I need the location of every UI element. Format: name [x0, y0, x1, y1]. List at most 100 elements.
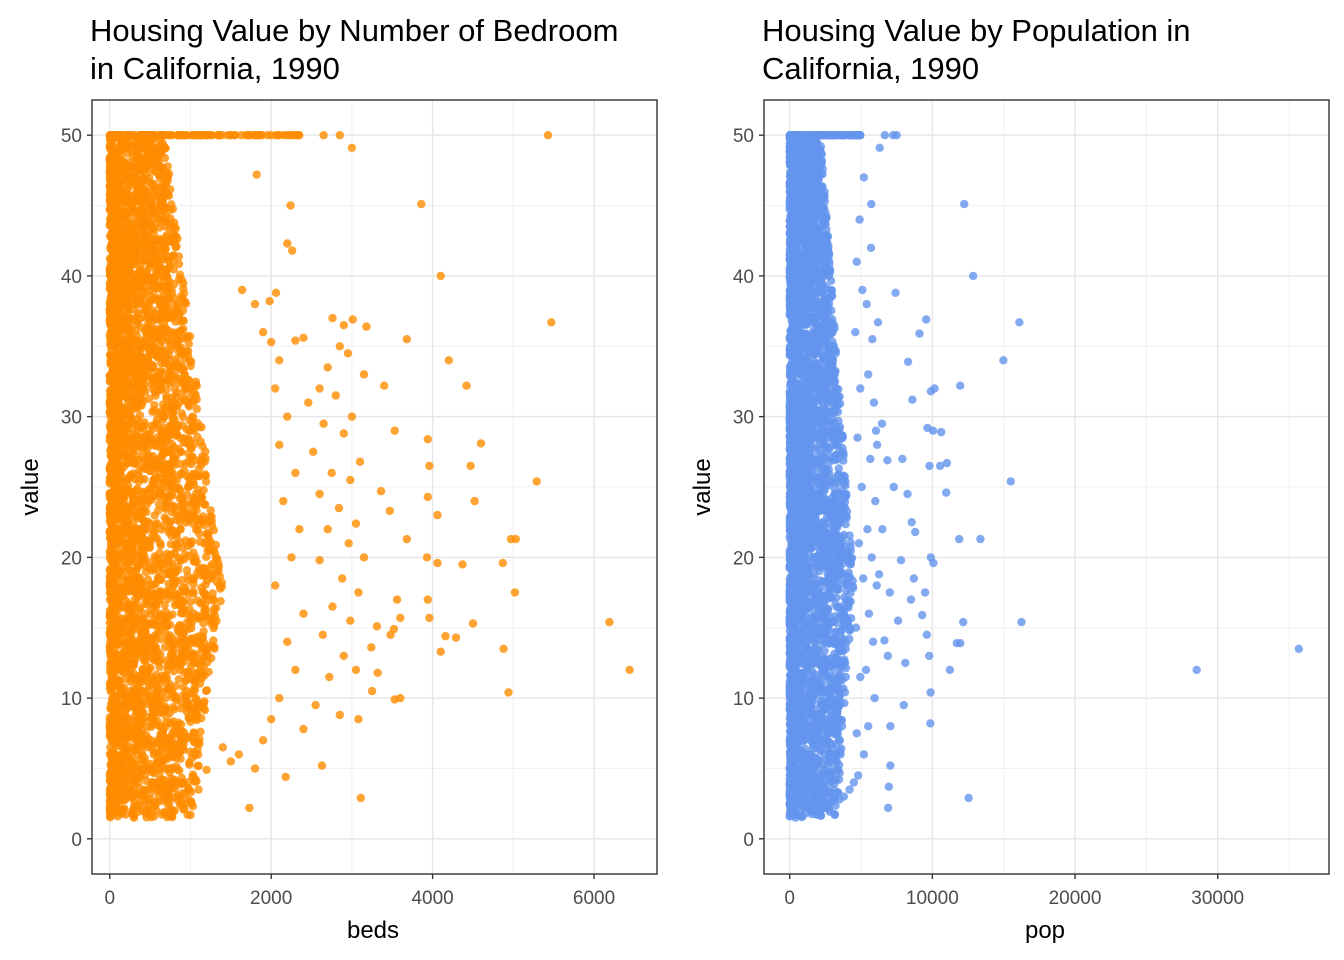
data-point [328, 313, 337, 323]
data-point [111, 742, 121, 751]
data-point [142, 131, 151, 140]
data-point [287, 553, 296, 562]
data-point [132, 147, 141, 156]
data-point [511, 534, 520, 544]
data-point [376, 487, 386, 496]
data-point [159, 205, 168, 214]
data-point [170, 775, 179, 784]
data-point [179, 434, 189, 443]
data-point [283, 637, 292, 646]
data-point [547, 318, 556, 327]
data-point [105, 154, 115, 163]
data-point [111, 711, 120, 720]
y-tick-label: 0 [71, 830, 82, 851]
data-point [110, 382, 119, 391]
data-point [113, 257, 123, 266]
data-point [129, 488, 138, 497]
data-point [107, 606, 116, 615]
data-point [107, 704, 116, 713]
data-point [390, 695, 399, 704]
data-point [147, 566, 156, 575]
data-point [367, 686, 377, 696]
data-point [119, 167, 128, 177]
data-point [275, 440, 284, 449]
data-point [157, 525, 166, 534]
data-point [186, 717, 195, 727]
data-point [451, 633, 461, 642]
data-point [106, 789, 116, 798]
data-point [339, 429, 348, 438]
data-point [180, 131, 189, 140]
data-point [148, 706, 157, 715]
data-point [258, 736, 268, 745]
data-point [165, 767, 174, 777]
data-point [122, 459, 132, 468]
data-point [134, 183, 143, 192]
data-point [184, 667, 194, 677]
data-point [179, 682, 188, 692]
data-point [116, 277, 126, 286]
data-point [141, 640, 150, 649]
data-point [173, 795, 182, 805]
data-point [153, 555, 162, 564]
data-point [188, 688, 197, 698]
data-point [193, 568, 202, 577]
data-point [186, 498, 196, 507]
data-point [299, 724, 308, 734]
data-point [122, 331, 132, 340]
data-point [192, 777, 201, 786]
data-point [139, 656, 149, 665]
data-point [111, 356, 120, 365]
data-point [119, 647, 128, 656]
data-point [140, 518, 150, 527]
data-point [166, 366, 176, 375]
data-point [147, 242, 157, 251]
data-point [169, 234, 178, 243]
data-point [136, 139, 146, 148]
data-point [203, 546, 212, 555]
data-point [141, 304, 150, 314]
data-point [499, 644, 508, 653]
data-point [137, 439, 147, 448]
data-point [153, 346, 162, 356]
y-tick-label: 40 [61, 267, 82, 288]
data-point [124, 600, 133, 609]
data-point [209, 596, 218, 605]
data-point [110, 693, 120, 702]
data-point [106, 436, 115, 445]
data-point [178, 699, 187, 708]
data-point [118, 386, 127, 395]
data-point [206, 562, 215, 571]
data-point [250, 299, 260, 309]
data-point [396, 613, 405, 623]
data-point [194, 750, 203, 759]
data-point [107, 255, 116, 264]
data-point [129, 404, 138, 414]
data-point [250, 764, 260, 773]
data-point [133, 800, 143, 810]
data-point [192, 557, 201, 567]
data-point [131, 726, 141, 736]
data-point [123, 629, 133, 638]
data-point [146, 716, 155, 725]
data-point [198, 563, 208, 573]
data-point [267, 715, 276, 724]
data-point [291, 336, 300, 345]
x-tick-label: 2000 [250, 888, 292, 909]
data-point [236, 131, 246, 140]
data-point [169, 251, 179, 260]
data-point [168, 703, 178, 712]
data-point [286, 201, 295, 210]
data-point [462, 381, 471, 390]
data-point [155, 223, 164, 232]
data-point [292, 131, 301, 140]
data-point [170, 742, 179, 752]
data-point [169, 502, 179, 511]
data-point [172, 762, 181, 771]
data-point [315, 384, 324, 393]
data-point [141, 219, 150, 228]
data-point [167, 408, 176, 418]
data-point [161, 244, 170, 253]
data-point [299, 609, 308, 618]
data-point [110, 220, 119, 229]
